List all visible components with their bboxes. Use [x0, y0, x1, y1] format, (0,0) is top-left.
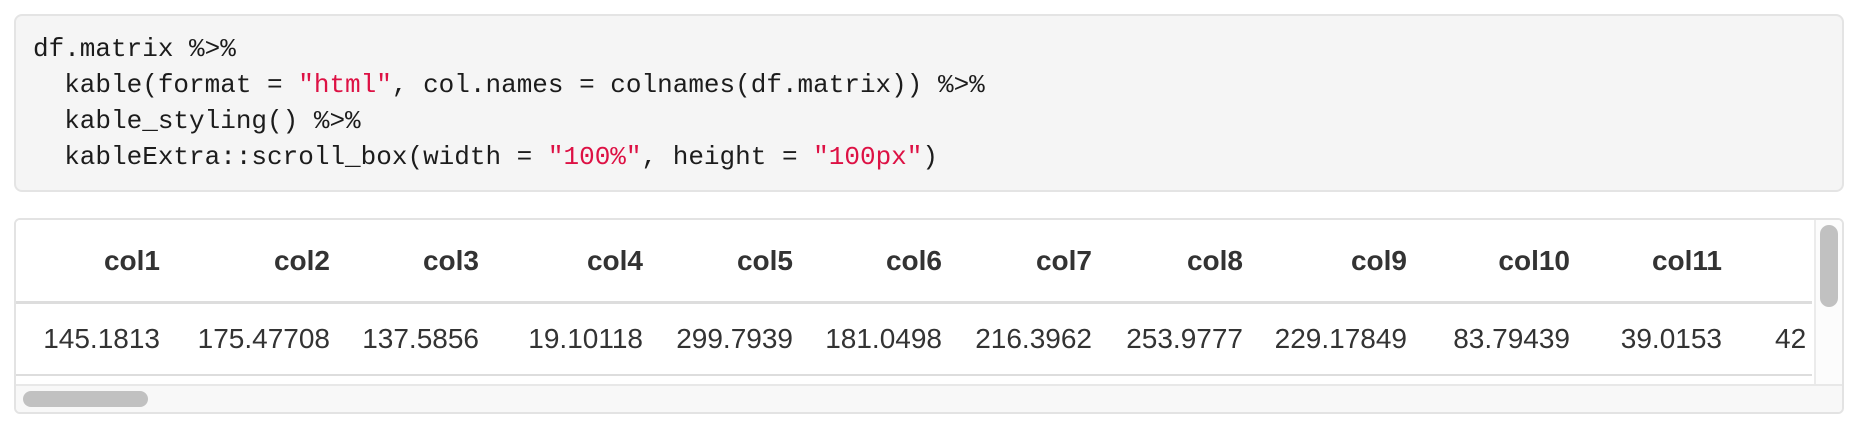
code-string-literal: "100px"	[813, 142, 923, 172]
code-text: kable(format =	[33, 70, 299, 100]
code-text: , height =	[641, 142, 814, 172]
table-cell: 175.47708	[197, 323, 330, 354]
code-string-literal: "100%"	[547, 142, 642, 172]
table-cell: 181.0498	[825, 323, 942, 354]
table-cell: 42	[1775, 323, 1807, 354]
data-table: col1 col2 col3 col4 col5 col6 col7 col8 col9 col1…	[16, 220, 1812, 376]
column-header: col1	[16, 220, 173, 304]
table-header-row: col1 col2 col3 col4 col5 col6 col7 col8 col9 col1…	[16, 220, 1812, 304]
code-text: kableExtra::scroll_box(width =	[33, 142, 548, 172]
column-header: col9	[1256, 220, 1420, 304]
table-cell: 145.1813	[43, 323, 160, 354]
column-header: col4	[492, 220, 656, 304]
code-line: kableExtra::scroll_box(width = "100%", h…	[33, 139, 1825, 175]
column-header: col3	[343, 220, 492, 304]
table-cell: 39.0153	[1620, 323, 1722, 354]
column-header: col7	[955, 220, 1105, 304]
column-header: col11	[1583, 220, 1735, 304]
table-cell: 137.5856	[362, 323, 479, 354]
column-header: col10	[1420, 220, 1583, 304]
column-header: col8	[1105, 220, 1256, 304]
code-line: kable_styling() %>%	[33, 103, 1825, 139]
code-text: df.matrix %>%	[33, 34, 236, 64]
column-header	[1735, 220, 1812, 304]
column-header: col2	[173, 220, 343, 304]
table-row: 145.1813 175.47708 137.5856 19.10118 299.793…	[16, 303, 1812, 376]
table-cell: 83.79439	[1453, 323, 1570, 354]
table-cell: 216.3962	[975, 323, 1092, 354]
vertical-scrollbar-track[interactable]	[1814, 220, 1842, 384]
table-scroll-content[interactable]: col1 col2 col3 col4 col5 col6 col7 col8 col9 col1…	[16, 220, 1812, 384]
table-cell: 253.9777	[1126, 323, 1243, 354]
code-text: kable_styling() %>%	[33, 106, 361, 136]
column-header: col5	[656, 220, 806, 304]
vertical-scrollbar-thumb[interactable]	[1820, 225, 1838, 307]
code-text: , col.names = colnames(df.matrix)) %>%	[391, 70, 985, 100]
table-cell: 229.17849	[1274, 323, 1407, 354]
table-cell: 299.7939	[676, 323, 793, 354]
horizontal-scrollbar-track[interactable]	[16, 384, 1842, 412]
code-text: )	[922, 142, 938, 172]
code-line: df.matrix %>%	[33, 31, 1825, 67]
code-block: df.matrix %>% kable(format = "html", col…	[14, 14, 1844, 192]
table-cell: 19.10118	[528, 323, 643, 354]
code-line: kable(format = "html", col.names = colna…	[33, 67, 1825, 103]
horizontal-scrollbar-thumb[interactable]	[23, 391, 148, 407]
column-header: col6	[806, 220, 955, 304]
table-scroll-box: col1 col2 col3 col4 col5 col6 col7 col8 col9 col1…	[14, 218, 1844, 414]
code-string-literal: "html"	[298, 70, 392, 100]
